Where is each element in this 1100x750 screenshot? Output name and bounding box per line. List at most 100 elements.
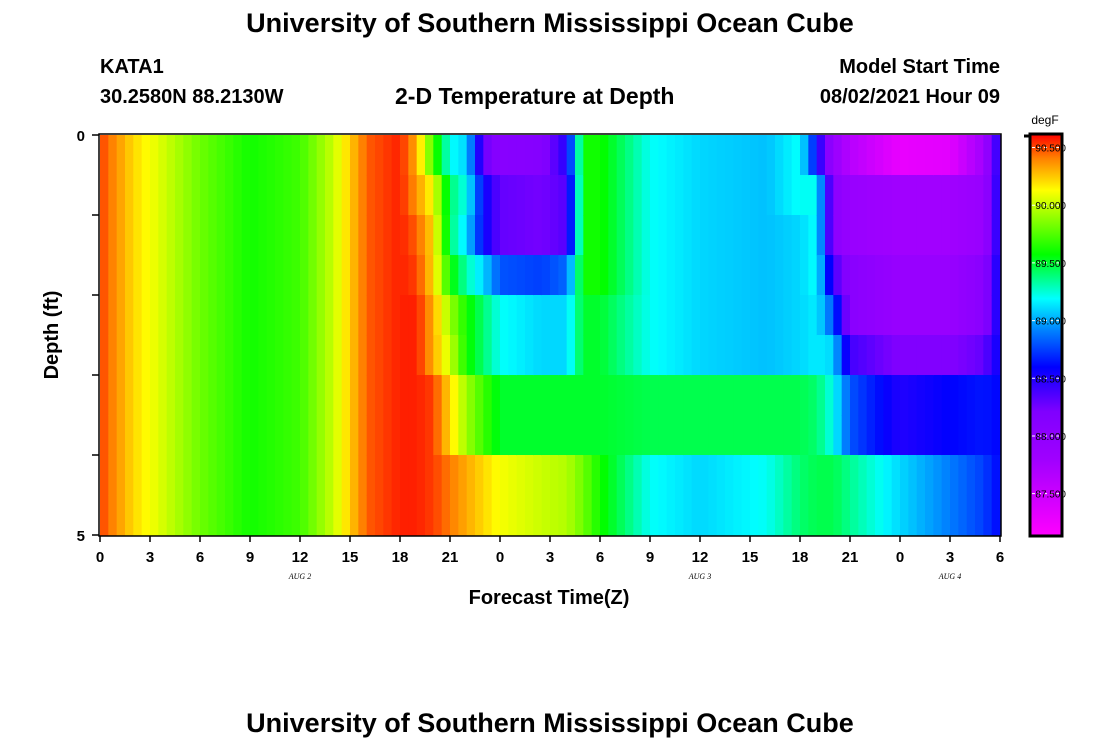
heatmap-cell (416, 135, 426, 176)
heatmap-cell (400, 335, 409, 376)
heatmap-cell (608, 255, 618, 296)
heatmap-cell (233, 415, 243, 456)
heatmap-cell (941, 335, 951, 376)
heatmap-cell (433, 135, 443, 176)
heatmap-cell (358, 375, 368, 416)
heatmap-cell (850, 295, 859, 336)
heatmap-cell (908, 215, 918, 256)
heatmap-cell (266, 415, 276, 456)
x-axis: 0 3 6 9 12 15 18 21 0 3 6 9 12 15 18 21 0 3 6 AUG 2 AUG 3 AUG… (96, 536, 1004, 581)
heatmap-cell (308, 375, 318, 416)
heatmap-cell (375, 215, 384, 256)
heatmap-cell (175, 135, 184, 176)
heatmap-cell (450, 495, 459, 536)
heatmap-cell (641, 175, 651, 216)
heatmap-cell (366, 495, 376, 536)
heatmap-cell (100, 135, 109, 176)
heatmap-cell (741, 375, 751, 416)
heatmap-cell (966, 335, 976, 376)
heatmap-cell (708, 215, 718, 256)
y-axis: 05 (77, 128, 99, 545)
heatmap-cell (550, 375, 559, 416)
heatmap-cell (600, 175, 609, 216)
heatmap-cell (883, 175, 893, 216)
heatmap-cell (791, 375, 801, 416)
heatmap-cell (833, 335, 843, 376)
heatmap-cell (433, 255, 443, 296)
heatmap-cell (566, 495, 576, 536)
heatmap-cell (158, 135, 168, 176)
heatmap-cell (350, 495, 359, 536)
heatmap-cell (833, 295, 843, 336)
heatmap-cell (825, 215, 834, 256)
heatmap-cell (250, 335, 259, 376)
heatmap-cell (750, 375, 759, 416)
heatmap-cell (733, 255, 743, 296)
heatmap-cell (933, 255, 943, 296)
heatmap-cell (108, 255, 118, 296)
heatmap-cell (233, 375, 243, 416)
heatmap-cell (541, 135, 551, 176)
heatmap-cell (466, 335, 476, 376)
heatmap-cell (891, 335, 901, 376)
heatmap-cell (341, 335, 351, 376)
heatmap-cell (675, 135, 684, 176)
heatmap-cell (191, 335, 201, 376)
heatmap-cell (383, 335, 393, 376)
heatmap-cell (391, 135, 401, 176)
heatmap-cell (433, 215, 443, 256)
heatmap-cell (650, 295, 659, 336)
heatmap-cell (950, 175, 959, 216)
heatmap-cell (150, 135, 159, 176)
heatmap-cell (575, 335, 584, 376)
heatmap-cell (766, 295, 776, 336)
heatmap-cell (591, 135, 601, 176)
heatmap-cell (550, 415, 559, 456)
heatmap-cell (516, 295, 526, 336)
heatmap-cell (866, 455, 876, 496)
heatmap-cell (458, 375, 468, 416)
heatmap-cell (933, 215, 943, 256)
heatmap-cell (816, 215, 826, 256)
heatmap-cell (266, 295, 276, 336)
heatmap-cell (991, 295, 1001, 336)
heatmap-cell (600, 255, 609, 296)
heatmap-cell (625, 215, 634, 256)
x-tick-label: 0 (96, 549, 104, 566)
heatmap-cell (808, 215, 818, 256)
heatmap-cell (516, 335, 526, 376)
heatmap-cell (333, 295, 343, 336)
heatmap-cell (300, 415, 309, 456)
heatmap-cell (300, 295, 309, 336)
heatmap-cell (283, 215, 293, 256)
heatmap-cell (658, 495, 668, 536)
heatmap-cell (200, 455, 209, 496)
heatmap-cell (408, 415, 418, 456)
heatmap-cell (825, 255, 834, 296)
heatmap-cell (358, 255, 368, 296)
heatmap-cell (858, 415, 868, 456)
heatmap-cell (233, 175, 243, 216)
heatmap-cell (683, 255, 693, 296)
heatmap-cell (383, 215, 393, 256)
heatmap-cell (691, 375, 701, 416)
heatmap-cell (716, 175, 726, 216)
heatmap-cell (166, 495, 176, 536)
heatmap-cell (975, 375, 984, 416)
heatmap-cell (325, 335, 334, 376)
heatmap-cell (916, 135, 926, 176)
heatmap-cell (808, 375, 818, 416)
heatmap-cell (508, 375, 518, 416)
heatmap-cell (316, 295, 326, 336)
heatmap-cell (966, 415, 976, 456)
heatmap-cell (333, 175, 343, 216)
heatmap-cell (508, 415, 518, 456)
heatmap-cell (825, 455, 834, 496)
heatmap-cell (758, 295, 768, 336)
heatmap-cell (758, 415, 768, 456)
heatmap-cell (291, 295, 301, 336)
heatmap-cell (150, 295, 159, 336)
heatmap-cell (591, 415, 601, 456)
heatmap-cell (425, 175, 434, 216)
heatmap-cell (341, 495, 351, 536)
